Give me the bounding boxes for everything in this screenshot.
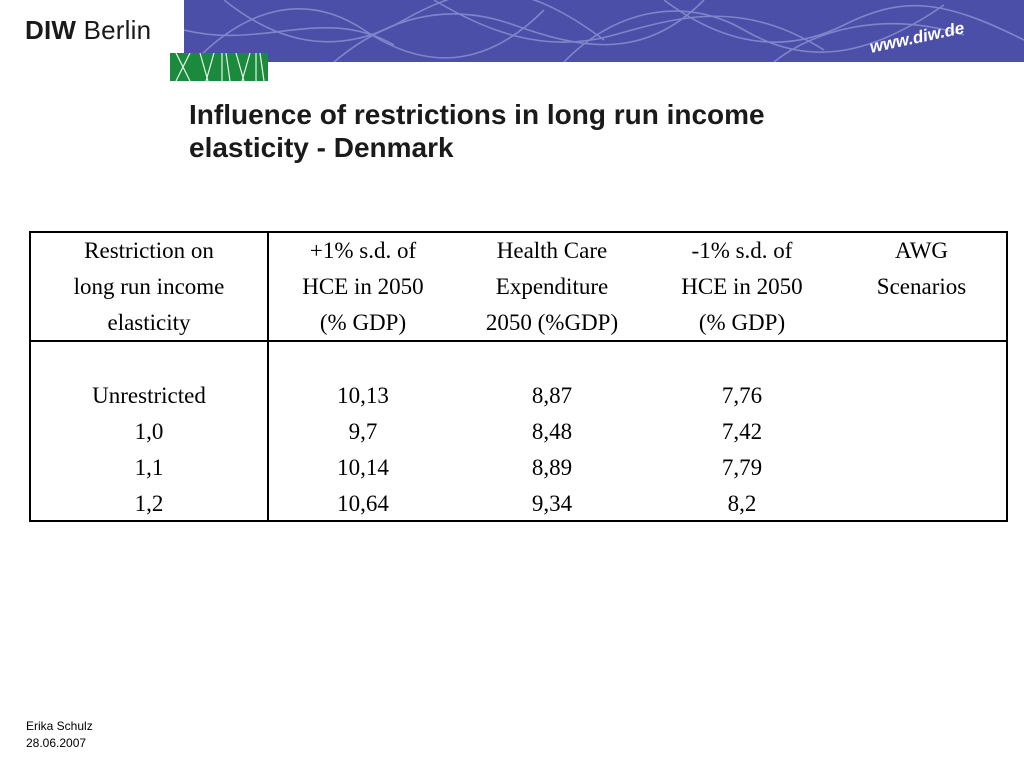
title-line-2: elasticity - Denmark xyxy=(189,132,454,163)
table-cell: 10,14 xyxy=(337,455,389,480)
table-cell: 10,64 xyxy=(337,491,389,516)
footer: Erika Schulz 28.06.2007 xyxy=(26,718,93,752)
table-column-divider xyxy=(267,233,269,520)
table-cell: 10,13 xyxy=(337,383,389,408)
table-cell xyxy=(837,414,1006,450)
table-cell: 9,7 xyxy=(348,419,378,444)
footer-author: Erika Schulz xyxy=(26,719,93,733)
header-line: 2050 (%GDP) xyxy=(485,310,619,335)
table-cell: 8,48 xyxy=(531,419,573,444)
column-restriction: Unrestricted 1,0 1,1 1,2 xyxy=(31,378,267,522)
logo-area: DIW Berlin xyxy=(0,0,184,62)
table-cell: 9,34 xyxy=(531,491,573,516)
logo-berlin: Berlin xyxy=(83,15,152,45)
column-awg xyxy=(837,378,1006,522)
header-line: Expenditure xyxy=(495,274,609,299)
table-cell: Unrestricted xyxy=(92,383,206,408)
header-line: AWG xyxy=(894,238,949,263)
table-cell: 8,87 xyxy=(531,383,573,408)
title-line-1: Influence of restrictions in long run in… xyxy=(189,99,765,130)
header-minus-sd: -1% s.d. of HCE in 2050 (% GDP) xyxy=(647,233,837,341)
diw-berlin-logo: DIW Berlin xyxy=(25,15,151,46)
table-header-divider xyxy=(31,340,1006,342)
table-cell xyxy=(837,450,1006,486)
table-cell xyxy=(837,486,1006,522)
header-line: HCE in 2050 xyxy=(302,274,424,299)
header-line: Scenarios xyxy=(876,274,967,299)
slide-title: Influence of restrictions in long run in… xyxy=(189,98,989,164)
table-cell: 7,79 xyxy=(721,455,763,480)
header-banner: www.diw.de xyxy=(184,0,1024,62)
table-cell: 1,0 xyxy=(134,419,164,444)
data-table: Restriction on long run income elasticit… xyxy=(29,231,1008,522)
banner-swirl-decoration xyxy=(184,0,1024,62)
green-accent-strip xyxy=(170,53,268,81)
table-cell: 1,2 xyxy=(134,491,164,516)
header-line: Health Care xyxy=(496,238,608,263)
header-line: (% GDP) xyxy=(698,310,786,335)
column-plus-sd: 10,13 9,7 10,14 10,64 xyxy=(269,378,457,522)
header-health-care: Health Care Expenditure 2050 (%GDP) xyxy=(457,233,647,341)
header-line: +1% s.d. of xyxy=(309,238,417,263)
header-line: long run income xyxy=(73,274,225,299)
header-line: (% GDP) xyxy=(319,310,407,335)
logo-diw: DIW xyxy=(25,15,77,45)
header-restriction: Restriction on long run income elasticit… xyxy=(31,233,267,341)
green-strip-pattern xyxy=(175,53,265,81)
header-line: elasticity xyxy=(107,310,191,335)
column-minus-sd: 7,76 7,42 7,79 8,2 xyxy=(647,378,837,522)
header-line: -1% s.d. of xyxy=(691,238,793,263)
header-awg: AWG Scenarios xyxy=(837,233,1006,305)
table-cell: 1,1 xyxy=(134,455,164,480)
header-line: Restriction on xyxy=(84,238,214,263)
header-line: HCE in 2050 xyxy=(681,274,803,299)
header-plus-sd: +1% s.d. of HCE in 2050 (% GDP) xyxy=(269,233,457,341)
table-cell: 8,89 xyxy=(531,455,573,480)
footer-date: 28.06.2007 xyxy=(26,736,87,750)
table-cell: 7,42 xyxy=(721,419,763,444)
table-cell: 8,2 xyxy=(727,491,757,516)
column-health-care: 8,87 8,48 8,89 9,34 xyxy=(457,378,647,522)
table-cell xyxy=(837,378,1006,414)
table-cell: 7,76 xyxy=(721,383,763,408)
